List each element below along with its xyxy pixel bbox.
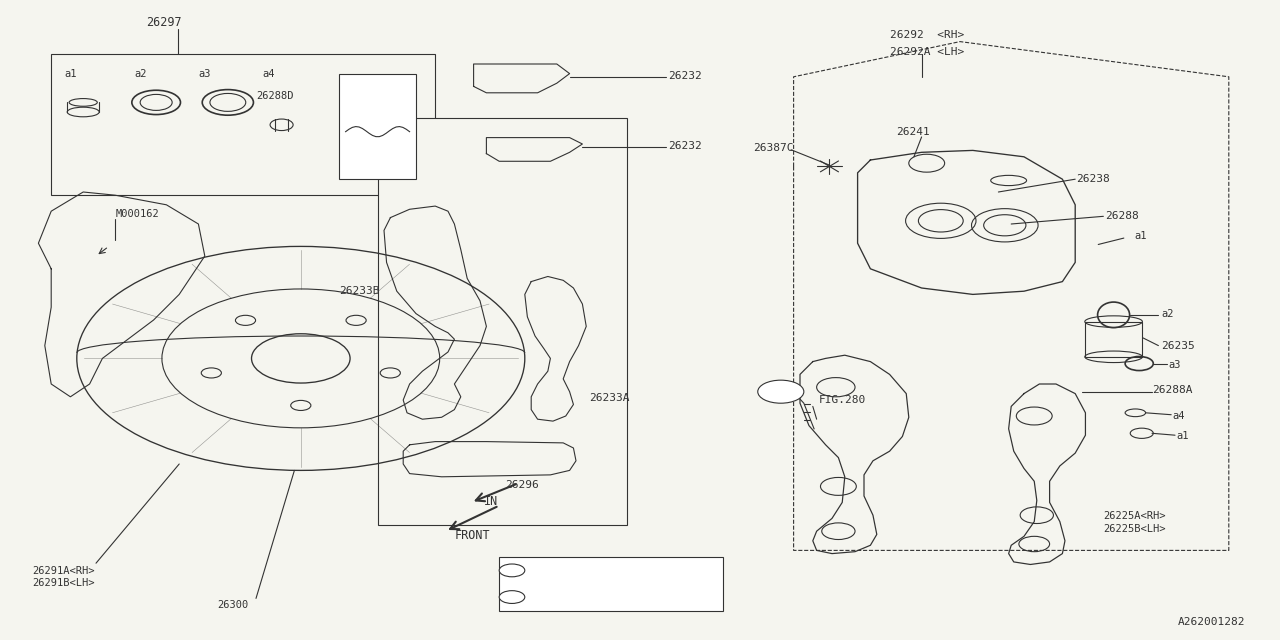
Text: 26292  <RH>: 26292 <RH>	[890, 30, 964, 40]
Text: 26233B: 26233B	[339, 286, 380, 296]
Bar	[51, 54, 435, 195]
Text: 26288D: 26288D	[256, 91, 293, 101]
Text: 1: 1	[508, 592, 515, 602]
Text: a4: a4	[262, 68, 275, 79]
Text: 26232: 26232	[668, 70, 701, 81]
Text: M130011: M130011	[531, 565, 575, 575]
Text: (1806- ): (1806- )	[640, 591, 690, 602]
Text: 26288: 26288	[1105, 211, 1138, 221]
Text: a2: a2	[1161, 308, 1174, 319]
Text: a1: a1	[1134, 230, 1147, 241]
Text: a2: a2	[134, 68, 147, 79]
Text: a3: a3	[198, 68, 211, 79]
Text: A262001282: A262001282	[1178, 617, 1245, 627]
Text: a1: a1	[64, 68, 77, 79]
Text: a4: a4	[1172, 411, 1185, 421]
Text: 26288A: 26288A	[1152, 385, 1193, 396]
Text: 1: 1	[773, 388, 780, 399]
Text: 26297: 26297	[146, 16, 182, 29]
Text: a3: a3	[1169, 360, 1181, 370]
Bar	[1085, 322, 1143, 357]
Bar	[378, 118, 627, 525]
Text: 26238: 26238	[1076, 174, 1110, 184]
Bar	[339, 74, 416, 179]
Circle shape	[758, 380, 804, 403]
Text: 26292A <LH>: 26292A <LH>	[890, 47, 964, 58]
Text: 26225B<LH>: 26225B<LH>	[1103, 524, 1166, 534]
Text: 26291A<RH>
26291B<LH>: 26291A<RH> 26291B<LH>	[32, 566, 95, 588]
Text: 26387C: 26387C	[753, 143, 794, 154]
Circle shape	[499, 564, 525, 577]
Text: 26225A<RH>: 26225A<RH>	[1103, 511, 1166, 522]
Text: 26233A: 26233A	[589, 393, 630, 403]
Text: a1: a1	[1176, 431, 1189, 442]
Text: M000162: M000162	[115, 209, 159, 220]
Text: 26296: 26296	[506, 480, 539, 490]
Text: FRONT: FRONT	[454, 529, 490, 542]
Text: ( -1806): ( -1806)	[640, 565, 690, 575]
Text: 26241: 26241	[896, 127, 929, 138]
Bar	[499, 557, 723, 611]
Circle shape	[499, 591, 525, 604]
Text: 1: 1	[508, 566, 515, 575]
Text: 26232: 26232	[668, 141, 701, 151]
Text: 26235: 26235	[1161, 340, 1194, 351]
Text: IN: IN	[484, 495, 498, 508]
Text: M260025: M260025	[531, 591, 575, 602]
Text: FIG.280: FIG.280	[819, 395, 867, 405]
Text: 26300: 26300	[218, 600, 248, 610]
